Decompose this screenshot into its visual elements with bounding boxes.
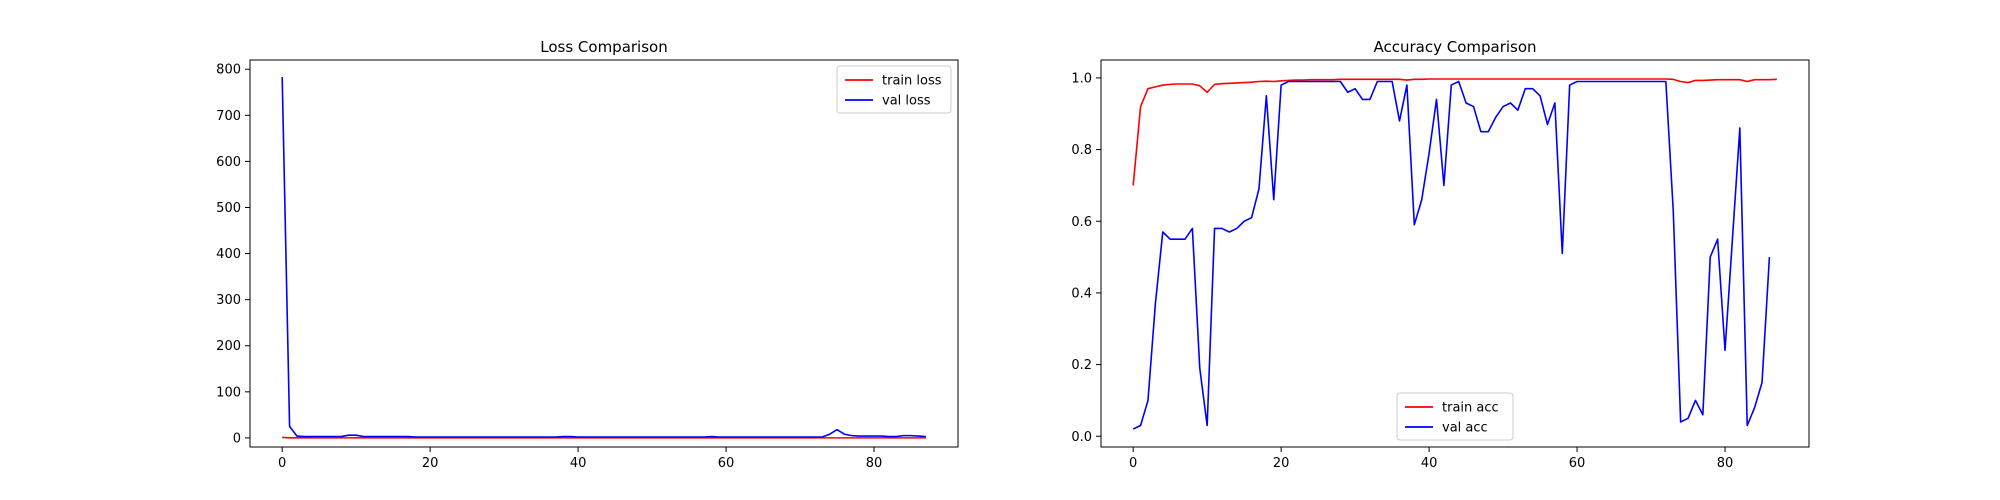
loss-chart-y-tick-label: 100 [216,385,241,400]
loss-chart-legend-label: val loss [882,94,931,109]
accuracy-chart-y-tick-label: 0.6 [1071,215,1092,230]
accuracy-chart-legend: train acc val acc [1396,392,1514,441]
loss-chart-title: Loss Comparison [540,38,667,56]
loss-chart-x-tick-label: 60 [718,456,735,471]
accuracy-chart-x-tick-label: 60 [1569,456,1586,471]
loss-chart-x-tick-label: 80 [866,456,883,471]
accuracy-chart-y-tick-label: 0.0 [1071,430,1092,445]
accuracy-chart-legend-label: train acc [1442,401,1499,416]
accuracy-chart-legend-box [1396,392,1514,441]
accuracy-chart-legend-label: val acc [1442,421,1488,436]
loss-chart-y-tick-label: 700 [216,109,241,124]
loss-chart-y-tick-label: 500 [216,201,241,216]
accuracy-chart: Accuracy Comparison 0 20 40 60 80 0.0 0.2 0.4 0.… [1071,38,1810,471]
loss-chart-legend-box [836,65,952,114]
loss-chart-x-tick-label: 0 [278,456,286,471]
accuracy-chart-x-tick-label: 20 [1273,456,1290,471]
loss-chart-legend: train loss val loss [836,65,952,114]
accuracy-chart-series-train-acc [1132,78,1777,186]
accuracy-chart-y-tick-label: 1.0 [1071,71,1092,86]
loss-chart-x-tick-label: 20 [422,456,439,471]
loss-chart-legend-label: train loss [882,74,942,89]
loss-chart-y-tick-label: 600 [216,155,241,170]
accuracy-chart-y-tick-label: 0.8 [1071,143,1092,158]
loss-chart-y-tick-label: 200 [216,339,241,354]
accuracy-chart-axes-frame [1100,59,1810,448]
loss-chart-x-tick-label: 40 [570,456,587,471]
accuracy-chart-title: Accuracy Comparison [1373,38,1536,56]
loss-chart: Loss Comparison 0 20 40 60 80010020030040050… [216,38,959,471]
loss-chart-y-tick-label: 300 [216,293,241,308]
loss-chart-y-tick-label: 800 [216,63,241,78]
accuracy-chart-x-tick-label: 80 [1717,456,1734,471]
loss-chart-series-val-loss [281,77,926,438]
accuracy-chart-y-tick-label: 0.2 [1071,358,1092,373]
loss-chart-y-tick-label: 400 [216,247,241,262]
accuracy-chart-y-tick-label: 0.4 [1071,286,1092,301]
loss-chart-y-tick-label: 0 [233,431,241,446]
accuracy-chart-x-tick-label: 0 [1129,456,1137,471]
accuracy-chart-series-val-acc [1132,80,1771,430]
accuracy-chart-x-tick-label: 40 [1421,456,1438,471]
